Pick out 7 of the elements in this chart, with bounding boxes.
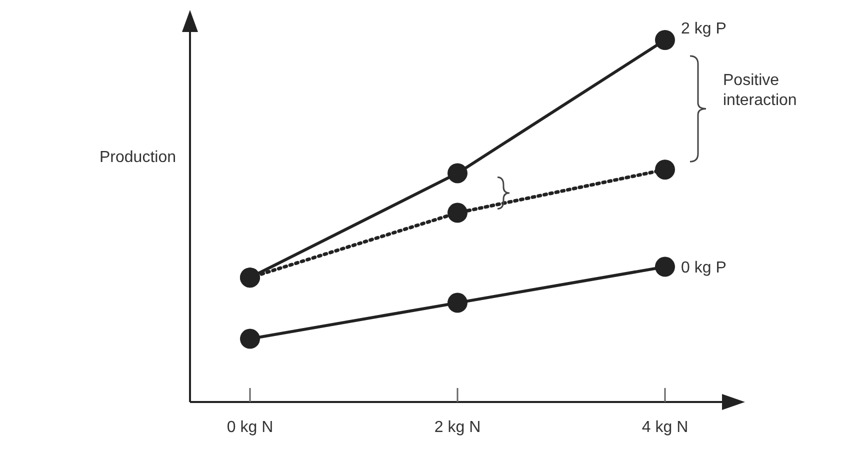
series-label: 2 kg P xyxy=(681,20,726,38)
series-label: 0 kg P xyxy=(681,259,726,276)
x-tick-label: 2 kg N xyxy=(434,419,481,436)
x-tick-label: 4 kg N xyxy=(642,419,688,436)
annotation: Positive interaction xyxy=(723,72,797,109)
y-axis-title: Production xyxy=(100,149,176,166)
x-tick-label: 0 kg N xyxy=(226,419,274,436)
